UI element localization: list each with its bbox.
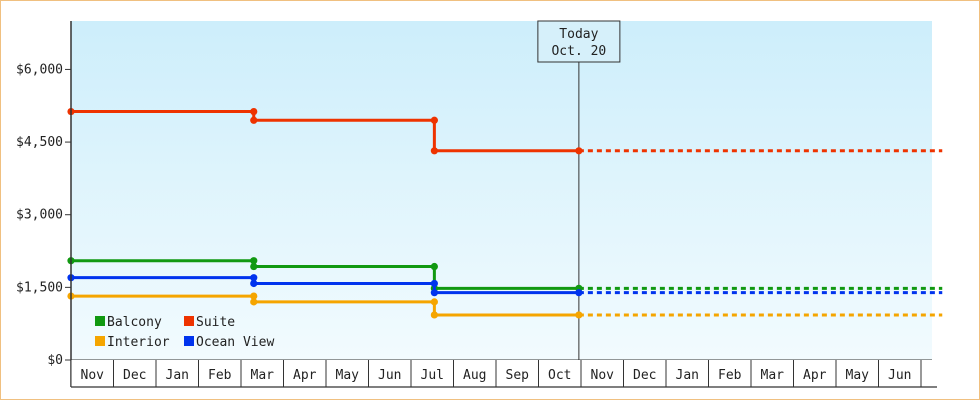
data-point <box>250 262 258 271</box>
y-tick-label: $3,000 <box>16 208 63 223</box>
plot-background <box>71 21 932 360</box>
month-row-bg <box>71 360 932 387</box>
legend-swatch <box>184 336 194 346</box>
month-label: May <box>336 368 360 383</box>
data-point <box>430 279 438 288</box>
today-box <box>537 20 621 63</box>
y-tick-label: $1,500 <box>16 280 63 295</box>
data-point <box>250 274 258 282</box>
month-label: Nov <box>591 368 615 383</box>
legend-label: Ocean View <box>196 335 274 350</box>
legend-label: Suite <box>196 315 235 330</box>
data-point <box>250 257 258 265</box>
month-label: Nov <box>81 368 105 383</box>
y-tick-label: $6,000 <box>16 62 63 77</box>
today-label: Today <box>559 27 598 42</box>
month-label: Jan <box>166 368 189 383</box>
month-label: Sep <box>506 368 530 383</box>
axes: $0 $1,500 $3,000 $4,500 $6,000 Nov Dec Jan Feb Ma… <box>16 21 937 388</box>
series-lines <box>67 107 943 319</box>
legend-swatch <box>95 316 105 326</box>
data-point <box>430 147 438 155</box>
data-point <box>575 147 583 155</box>
data-point <box>250 116 258 124</box>
data-point <box>430 116 438 124</box>
month-label: Feb <box>718 368 742 383</box>
today-date: Oct. 20 <box>551 44 606 59</box>
data-point <box>250 298 258 306</box>
series-line-balcony <box>71 259 579 290</box>
legend-swatch <box>95 336 105 346</box>
legend: Balcony Suite Interior Ocean View <box>95 315 274 350</box>
legend-label: Interior <box>107 335 170 350</box>
series-line-interior <box>71 294 579 317</box>
y-tick-label: $0 <box>47 353 63 368</box>
data-point <box>575 289 583 297</box>
month-label: Jan <box>676 368 699 383</box>
data-point <box>430 311 438 319</box>
month-label: Mar <box>251 368 275 383</box>
series-line-suite <box>71 110 579 153</box>
today-marker: Today Oct. 20 <box>537 20 621 360</box>
series-line-ocean-view <box>71 276 579 295</box>
data-point <box>250 279 258 288</box>
month-label: Apr <box>293 368 317 383</box>
data-point <box>250 107 258 116</box>
month-label: Mar <box>761 368 785 383</box>
month-label: Jul <box>421 368 444 383</box>
legend-label: Balcony <box>107 315 162 330</box>
data-point <box>430 298 438 306</box>
month-label: Feb <box>208 368 232 383</box>
month-label: Aug <box>463 368 486 383</box>
month-label: Oct <box>548 368 571 383</box>
data-point <box>430 289 438 297</box>
data-point <box>575 311 583 319</box>
month-label: Jun <box>888 368 911 383</box>
month-label: Apr <box>803 368 827 383</box>
data-point <box>250 292 258 300</box>
month-label: Dec <box>633 368 656 383</box>
month-label: Jun <box>378 368 401 383</box>
legend-swatch <box>184 316 194 326</box>
y-tick-label: $4,500 <box>16 135 63 150</box>
data-point <box>430 262 438 271</box>
month-label: Dec <box>123 368 146 383</box>
month-label: May <box>846 368 870 383</box>
